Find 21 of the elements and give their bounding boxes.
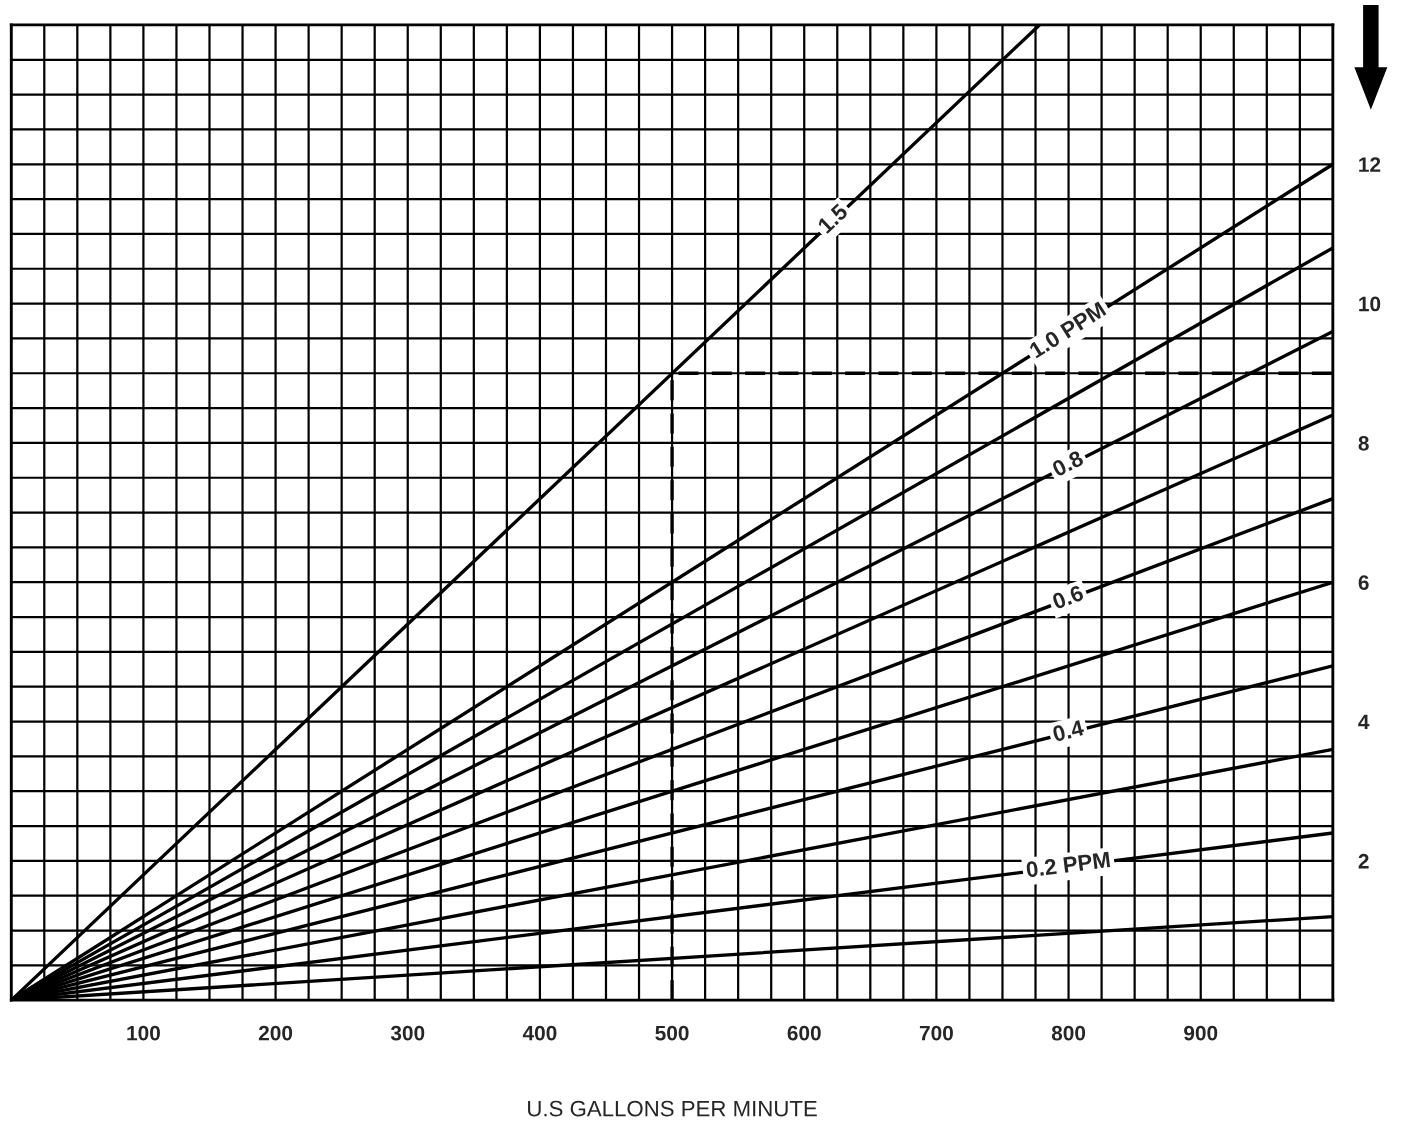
x-tick-label: 600 [787, 1025, 821, 1041]
text: 0.8 [1051, 449, 1085, 478]
y-tick-label: 8 [1358, 435, 1369, 451]
x-tick-label: 400 [522, 1025, 557, 1041]
y-tick-label: 10 [1359, 296, 1381, 312]
y-tick-label: 2 [1358, 853, 1369, 869]
x-tick-label: 700 [919, 1025, 953, 1041]
text: 1.5 [817, 202, 849, 234]
text: 0.2 PPM [1025, 851, 1111, 878]
x-tick-label: 300 [390, 1025, 425, 1041]
y-tick-label: 6 [1358, 575, 1369, 590]
text: 0.6 [1051, 584, 1085, 610]
y-tick-label: 12 [1359, 157, 1381, 172]
x-tick-label: 500 [655, 1025, 689, 1041]
x-axis-title: U.S GALLONS PER MINUTE [528, 1100, 817, 1117]
x-tick-label: 900 [1184, 1025, 1218, 1041]
x-tick-label: 100 [127, 1025, 160, 1041]
x-tick-label: 200 [258, 1025, 293, 1041]
x-tick-label: 800 [1051, 1025, 1086, 1041]
text: 0.4 [1052, 719, 1085, 743]
y-tick-label: 4 [1358, 714, 1370, 730]
